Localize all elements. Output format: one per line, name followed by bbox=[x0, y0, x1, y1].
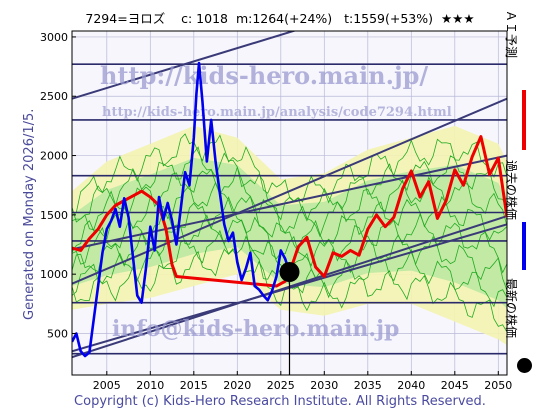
close-price: c: 1018 bbox=[181, 11, 228, 26]
legend-ai-label: ＡＩ予測 bbox=[504, 10, 518, 59]
past-price-line bbox=[72, 61, 291, 358]
target-price: t:1559(+53%) bbox=[344, 11, 434, 26]
plot-area: http://kids-hero.main.jp/http://kids-her… bbox=[72, 31, 507, 375]
latest-price-marker bbox=[279, 262, 300, 283]
x-tick-label: 2005 bbox=[93, 379, 121, 392]
ticker-label: 7294=ヨロズ bbox=[85, 11, 166, 26]
y-tick-label: 3000 bbox=[40, 31, 68, 44]
model-price: m:1264(+24%) bbox=[235, 11, 333, 26]
trend-line bbox=[72, 31, 297, 100]
x-tick-label: 2015 bbox=[180, 379, 208, 392]
y-tick-label: 1000 bbox=[40, 268, 68, 281]
scenario-line bbox=[72, 133, 507, 217]
legend-past-label: 過去の株価 bbox=[504, 160, 518, 221]
rating-stars: ★★★ bbox=[440, 11, 475, 26]
forecast-band-inner bbox=[72, 157, 507, 309]
x-tick-label: 2040 bbox=[397, 379, 425, 392]
x-tick-label: 2030 bbox=[310, 379, 338, 392]
trend-line bbox=[72, 154, 507, 251]
generated-note: Generated on Monday 2026/1/5. bbox=[22, 108, 37, 320]
ai-forecast-line bbox=[72, 135, 507, 288]
copyright-footer: Copyright (c) Kids-Hero Research Institu… bbox=[74, 394, 486, 409]
x-tick-label: 2050 bbox=[484, 379, 512, 392]
legend-past-swatch bbox=[522, 222, 526, 270]
plot-frame bbox=[71, 30, 508, 376]
x-tick-label: 2010 bbox=[136, 379, 164, 392]
legend-latest-marker bbox=[517, 358, 532, 373]
watermark-bottom: info@kids-hero.main.jp bbox=[112, 316, 399, 342]
x-tick-label: 2045 bbox=[441, 379, 469, 392]
y-tick-label: 2500 bbox=[40, 90, 68, 103]
legend-ai-swatch bbox=[522, 90, 526, 150]
trend-line bbox=[72, 97, 507, 285]
y-tick-label: 2000 bbox=[40, 150, 68, 163]
chart-header: 7294=ヨロズ c: 1018 m:1264(+24%) t:1559(+53… bbox=[0, 8, 560, 27]
scenario-line bbox=[72, 165, 507, 238]
legend-latest-label: 最新の株価 bbox=[504, 278, 518, 339]
watermark-top: http://kids-hero.main.jp/ bbox=[100, 61, 428, 90]
x-tick-label: 2025 bbox=[267, 379, 295, 392]
x-tick-label: 2020 bbox=[223, 379, 251, 392]
y-tick-label: 1500 bbox=[40, 209, 68, 222]
x-tick-label: 2035 bbox=[354, 379, 382, 392]
watermark-mid: http://kids-hero.main.jp/analysis/code72… bbox=[102, 105, 452, 120]
y-tick-label: 500 bbox=[47, 327, 68, 340]
